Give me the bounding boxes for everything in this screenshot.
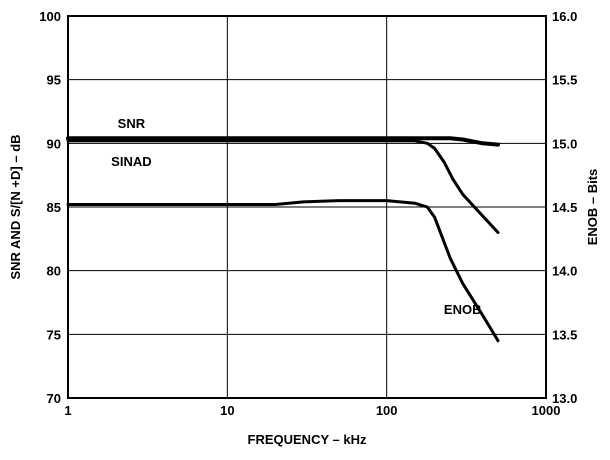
grid	[68, 16, 546, 398]
y-tick-label-left: 90	[47, 136, 61, 151]
x-tick-label: 10	[220, 403, 234, 418]
series-group	[66, 136, 500, 343]
series-label-enob: ENOB	[444, 302, 482, 317]
y-tick-label-right: 15.5	[552, 73, 577, 88]
y-tick-label-left: 100	[39, 9, 61, 24]
y-tick-label-right: 14.0	[552, 264, 577, 279]
y-tick-label-right: 14.5	[552, 200, 577, 215]
series-line-snr	[66, 136, 500, 147]
series-labels: SNR SINAD ENOB	[111, 116, 481, 317]
x-axis-title: FREQUENCY – kHz	[248, 432, 367, 447]
x-tick-label: 100	[376, 403, 398, 418]
y-tick-label-right: 13.5	[552, 327, 577, 342]
y-tick-label-left: 85	[47, 200, 61, 215]
x-tick-label: 1	[64, 403, 71, 418]
y-tick-label-right: 13.0	[552, 391, 577, 406]
series-line-sinad	[66, 139, 500, 234]
y-tick-label-left: 75	[47, 327, 61, 342]
x-tick-label: 1000	[532, 403, 561, 418]
y-tick-label-left: 80	[47, 264, 61, 279]
tick-labels: 1 10 100 1000 70 75 80 85 90 95 100 13.0 13.5 14.0 14.…	[39, 9, 577, 418]
y-axis-title-left: SNR AND S/[N +D] – dB	[8, 134, 23, 279]
y-tick-label-right: 15.0	[552, 136, 577, 151]
y-tick-label-right: 16.0	[552, 9, 577, 24]
y-axis-title-right: ENOB – Bits	[585, 169, 600, 246]
series-label-snr: SNR	[118, 116, 146, 131]
y-tick-label-left: 70	[47, 391, 61, 406]
series-label-sinad: SINAD	[111, 154, 151, 169]
series-line-enob	[66, 199, 500, 343]
y-tick-label-left: 95	[47, 73, 61, 88]
